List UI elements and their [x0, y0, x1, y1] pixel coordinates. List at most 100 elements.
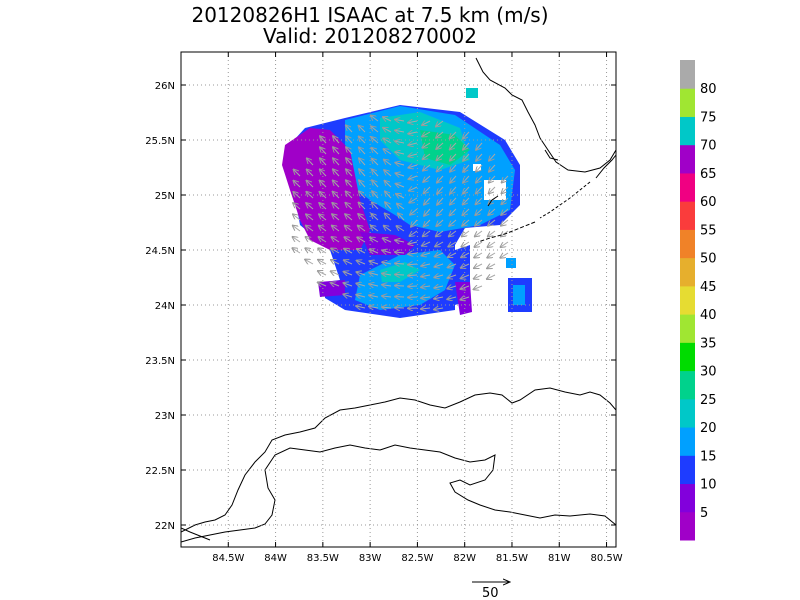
wind-vector [293, 226, 301, 232]
colorbar-swatch [680, 116, 695, 146]
wind-vector [502, 186, 509, 193]
wind-vector [422, 143, 431, 148]
wind-vector [395, 141, 405, 143]
wind-vector [408, 242, 418, 244]
colorbar-swatch [680, 257, 695, 287]
wind-vector [462, 219, 470, 226]
wind-vector [344, 283, 353, 286]
wind-vector [501, 219, 509, 226]
wind-vector [436, 230, 444, 236]
wind-vector [385, 202, 392, 210]
wind-vector [463, 197, 470, 204]
wind-vector [421, 308, 431, 309]
wind-vector [358, 214, 366, 221]
wind-vector [488, 219, 496, 226]
wind-vector [448, 253, 457, 257]
wind-vector [475, 219, 483, 226]
wind-vector [410, 208, 418, 215]
wind-vector [421, 253, 431, 256]
wind-vector [372, 169, 379, 177]
wind-vector [437, 186, 444, 194]
colorbar-label: 55 [700, 223, 717, 238]
colorbar-swatch [680, 229, 695, 259]
colorbar-swatch [680, 88, 695, 117]
wind-vector [476, 164, 483, 172]
wind-vector [331, 237, 340, 243]
wind-vector [437, 175, 444, 183]
wind-vector [435, 253, 444, 257]
wind-vector [487, 253, 496, 258]
colorbar-label: 65 [700, 167, 717, 182]
wind-vector [476, 175, 483, 183]
wind-vector [346, 136, 353, 144]
wind-vector [372, 180, 379, 188]
wind-vector [345, 203, 353, 210]
wind-vector [382, 262, 392, 264]
wind-vector [320, 158, 327, 166]
wind-vector [383, 138, 392, 143]
wind-vector [306, 214, 314, 221]
wind-vector [395, 252, 405, 253]
wind-vector [371, 137, 379, 144]
wind-vector [384, 170, 392, 177]
wind-vector [305, 260, 314, 264]
wind-vector [396, 184, 405, 187]
lat-tick-label: 25N [155, 191, 175, 202]
colorbar-swatch [680, 285, 695, 315]
colorbar-label: 30 [700, 365, 717, 380]
wind-vector [408, 143, 418, 145]
wind-vector [333, 136, 340, 144]
colorbar-label: 25 [700, 393, 717, 408]
wind-vector [346, 180, 353, 188]
wind-vector [372, 202, 379, 210]
wind-vector [356, 306, 366, 308]
wind-vector [357, 237, 366, 242]
wind-vector [356, 295, 366, 297]
wind-vector [346, 158, 353, 166]
wind-vector [434, 275, 444, 277]
lon-tick-label: 81W [548, 553, 571, 564]
wind-vector [436, 219, 444, 226]
wind-vector [333, 192, 340, 199]
map-valid-time: Valid: 201208270002 [263, 24, 477, 48]
wind-vector [383, 128, 392, 132]
wind-vector [332, 226, 340, 232]
wind-vector [422, 242, 431, 246]
wind-vector [463, 164, 470, 172]
wind-vector [357, 249, 366, 253]
wind-vector [318, 248, 327, 253]
wind-vector [450, 197, 457, 205]
scale-vector-label: 50 [482, 586, 499, 600]
wind-vector [421, 286, 431, 287]
wind-vector [434, 297, 444, 299]
lat-tick-label: 24.5N [145, 246, 175, 257]
wind-vector [487, 275, 496, 279]
wind-vector [382, 250, 392, 253]
wind-vector [396, 226, 405, 232]
wind-vector [424, 219, 431, 226]
colorbar-swatch [680, 60, 695, 89]
wind-vector [369, 284, 379, 286]
wind-vector [318, 260, 327, 264]
wind-vector [344, 260, 353, 264]
lat-tick-label: 24N [155, 301, 175, 312]
lat-tick-label: 25.5N [145, 136, 175, 147]
lon-tick-label: 82.5W [401, 553, 433, 564]
wind-vector [293, 237, 301, 243]
wind-vector [305, 248, 314, 253]
wind-vector [463, 153, 470, 161]
wind-vector [346, 147, 353, 155]
wind-vector [436, 142, 444, 149]
wind-vector [461, 286, 470, 289]
wind-vector [461, 264, 470, 268]
wind-vector [424, 197, 431, 205]
wind-vector [501, 208, 509, 215]
wind-vector [395, 173, 405, 176]
wind-vector [489, 175, 496, 183]
wind-vector [475, 230, 483, 236]
wind-vector [463, 186, 470, 194]
wind-vector [331, 248, 340, 253]
colorbar-label: 35 [700, 336, 717, 351]
wind-vector [385, 181, 392, 188]
wind-vector [437, 197, 444, 205]
